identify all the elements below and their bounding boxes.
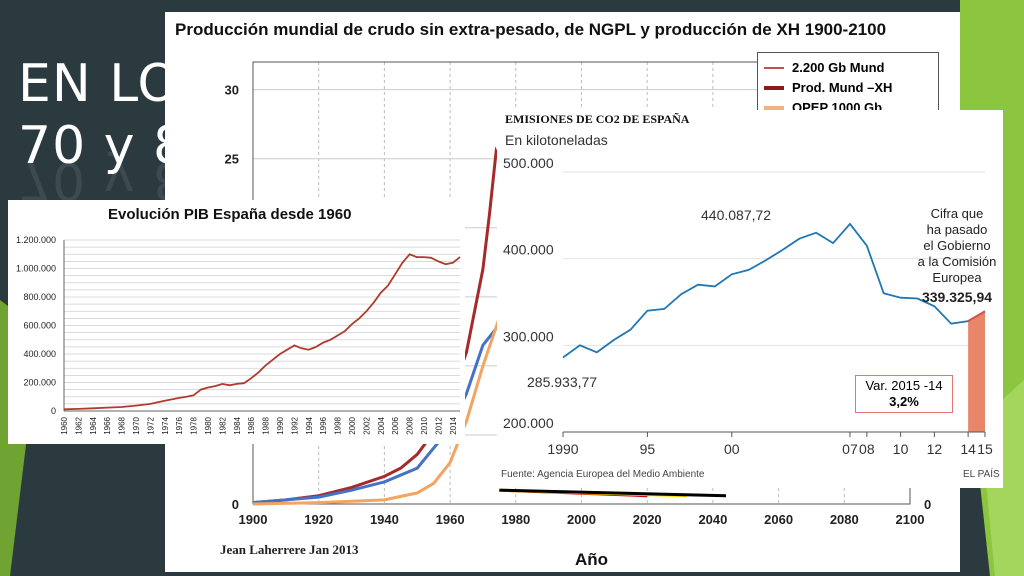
oil-series-line — [252, 317, 501, 506]
oil-y-tick-label-right: 0 — [924, 497, 931, 512]
pib-x-tick-label: 1990 — [276, 416, 285, 434]
co2-source: Fuente: Agencia Europea del Medio Ambien… — [501, 469, 705, 480]
co2-chart-subtitle: En kilotoneladas — [505, 132, 608, 148]
co2-x-tick-label: 95 — [640, 441, 656, 457]
co2-chart-title: EMISIONES DE CO2 DE ESPAÑA — [505, 112, 690, 126]
oil-x-tick-label: 1920 — [304, 512, 333, 527]
pib-plot: 0 200.000 400.000 600.000 800.000 1.000.000 1.… — [16, 235, 461, 435]
co2-highlight-area — [968, 311, 985, 432]
co2-annotation-line: a la Comisión — [917, 254, 997, 269]
co2-x-tick-label: 08 — [859, 441, 875, 457]
legend-item-xh: Prod. Mund –XH — [792, 80, 893, 95]
oil-x-tick-label: 1940 — [370, 512, 399, 527]
pib-x-tick-label: 2008 — [406, 416, 415, 434]
pib-x-tick-label: 1992 — [290, 416, 299, 434]
co2-brand: EL PAÍS — [963, 469, 1000, 480]
pib-y-tick-label: 800.000 — [23, 292, 56, 302]
oil-y-tick-label: 30 — [225, 83, 239, 98]
oil-x-tick-label: 2020 — [633, 512, 662, 527]
co2-x-tick-label: 07 — [842, 441, 858, 457]
pib-chart-panel: Evolución PIB España desde 1960 0 200.000… — [8, 200, 465, 444]
co2-plot: 200.000 300.000 400.000 500.000 1990 95 00 07 08… — [503, 155, 993, 457]
pib-x-tick-label: 1978 — [190, 416, 199, 434]
pib-x-tick-label: 1960 — [60, 416, 69, 434]
oil-x-tick-label: 2000 — [567, 512, 596, 527]
pib-x-tick-label: 2002 — [362, 416, 371, 434]
oil-x-tick-label: 1900 — [239, 512, 268, 527]
pib-chart-title: Evolución PIB España desde 1960 — [108, 206, 352, 223]
pib-x-tick-label: 2010 — [420, 416, 429, 434]
pib-x-tick-label: 2014 — [449, 416, 458, 434]
oil-x-tick-label: 1960 — [436, 512, 465, 527]
pib-x-tick-label: 2006 — [391, 416, 400, 434]
pib-x-tick-label: 2000 — [348, 416, 357, 434]
pib-y-tick-label: 1.000.000 — [16, 264, 56, 274]
oil-x-tick-label: 2080 — [830, 512, 859, 527]
co2-variation-value: 3,2% — [889, 394, 919, 409]
legend-item-mund: 2.200 Gb Mund — [792, 60, 885, 75]
co2-variation-label: Var. 2015 -14 — [865, 378, 943, 393]
pib-x-tick-label: 2012 — [434, 416, 443, 434]
world-oil-credit: Jean Laherrere Jan 2013 — [220, 542, 359, 557]
co2-chart-panel: EMISIONES DE CO2 DE ESPAÑA En kilotonela… — [497, 110, 1003, 488]
co2-annotation-line: ha pasado — [926, 222, 988, 237]
co2-y-tick-label: 300.000 — [503, 328, 554, 344]
co2-x-tick-label: 14 — [960, 441, 976, 457]
pib-x-tick-label: 1974 — [161, 416, 170, 434]
co2-x-tick-label: 12 — [927, 441, 943, 457]
oil-x-tick-label: 2060 — [764, 512, 793, 527]
co2-y-tick-label: 200.000 — [503, 415, 554, 431]
co2-annotation-line: el Gobierno — [923, 238, 991, 253]
co2-start-label: 285.933,77 — [527, 374, 598, 390]
pib-x-tick-label: 1986 — [247, 416, 256, 434]
pib-y-tick-label: 600.000 — [23, 321, 56, 331]
co2-annotation-line: Cifra que — [930, 206, 984, 221]
co2-y-tick-label: 400.000 — [503, 242, 554, 258]
pib-x-tick-label: 2004 — [377, 416, 386, 434]
pib-line — [63, 253, 461, 411]
pib-x-tick-label: 1998 — [334, 416, 343, 434]
oil-series-remnant — [499, 488, 727, 498]
oil-series-line — [252, 323, 501, 505]
pib-y-tick-label: 400.000 — [23, 349, 56, 359]
co2-x-tick-label: 10 — [893, 441, 909, 457]
pib-x-tick-label: 1962 — [74, 416, 83, 434]
world-oil-xlabel: Año — [575, 550, 609, 569]
co2-highlight-line — [967, 310, 986, 322]
pib-x-tick-label: 1982 — [218, 416, 227, 434]
oil-x-tick-label: 2100 — [896, 512, 925, 527]
pib-x-tick-label: 1980 — [204, 416, 213, 434]
co2-annotation-value: 339.325,94 — [921, 289, 993, 305]
co2-peak-label: 440.087,72 — [701, 207, 772, 223]
pib-x-tick-label: 1988 — [262, 416, 271, 434]
pib-x-tick-label: 1996 — [319, 416, 328, 434]
pib-x-tick-label: 1984 — [233, 416, 242, 434]
pib-x-tick-label: 1968 — [118, 416, 127, 434]
co2-x-tick-label: 15 — [977, 441, 993, 457]
pib-x-tick-label: 1976 — [175, 416, 184, 434]
oil-x-tick-label: 2040 — [698, 512, 727, 527]
pib-x-tick-label: 1964 — [89, 416, 98, 434]
co2-annotation: Cifra que ha pasado el Gobierno a la Com… — [907, 206, 1003, 305]
oil-y-tick-label: 25 — [225, 152, 239, 167]
co2-x-tick-label: 00 — [724, 441, 740, 457]
co2-y-tick-label: 500.000 — [503, 155, 554, 171]
co2-line — [562, 222, 986, 359]
pib-x-tick-label: 1994 — [305, 416, 314, 434]
pib-x-tick-label: 1972 — [146, 416, 155, 434]
pib-x-tick-label: 1966 — [103, 416, 112, 434]
pib-y-tick-label: 0 — [51, 406, 56, 416]
oil-y-tick-label: 0 — [232, 497, 239, 512]
pib-y-tick-label: 200.000 — [23, 378, 56, 388]
oil-x-tick-label: 1980 — [501, 512, 530, 527]
pib-y-tick-label: 1.200.000 — [16, 235, 56, 245]
co2-variation-box: Var. 2015 -14 3,2% — [855, 375, 953, 413]
pib-x-tick-label: 1970 — [132, 416, 141, 434]
world-oil-chart-title: Producción mundial de crudo sin extra-pe… — [175, 20, 887, 39]
co2-x-tick-label: 1990 — [547, 441, 578, 457]
co2-annotation-line: Europea — [932, 270, 982, 285]
